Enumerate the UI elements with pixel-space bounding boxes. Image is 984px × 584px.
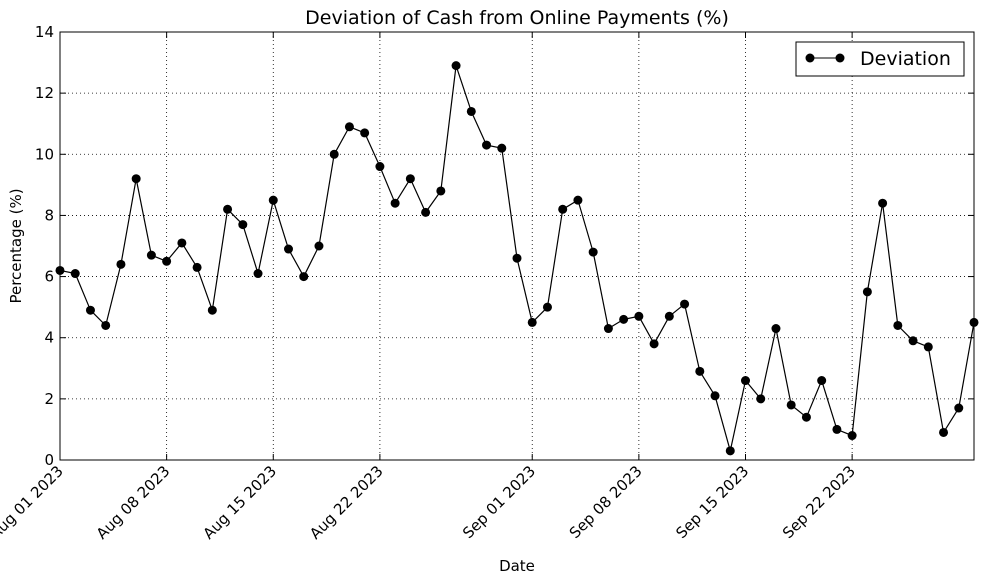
data-point: [939, 427, 949, 437]
y-axis-ticks: 0 2 4 6 8 10 12 14: [35, 23, 974, 469]
data-point: [162, 256, 172, 266]
data-point: [908, 336, 918, 346]
x-tick-label: Aug 08 2023: [93, 462, 174, 543]
x-tick-label: Sep 15 2023: [672, 462, 752, 542]
data-point: [801, 412, 811, 422]
data-point: [177, 238, 187, 248]
data-point: [101, 320, 111, 330]
x-tick-label: Sep 22 2023: [779, 462, 859, 542]
data-point: [619, 314, 629, 324]
x-tick-label: Aug 01 2023: [0, 462, 67, 543]
data-point: [862, 287, 872, 297]
plot-frame: [59, 31, 975, 461]
grid-lines: [60, 32, 974, 460]
data-point: [146, 250, 156, 260]
legend-marker-left: [805, 53, 815, 63]
data-point: [664, 311, 674, 321]
y-tick-label: 12: [35, 84, 54, 102]
data-point: [923, 342, 933, 352]
data-point: [695, 366, 705, 376]
data-point: [558, 204, 568, 214]
data-point: [360, 128, 370, 138]
x-tick-label: Sep 01 2023: [459, 462, 539, 542]
data-point: [710, 391, 720, 401]
legend-label-deviation: Deviation: [860, 48, 951, 70]
data-point: [573, 195, 583, 205]
y-tick-label: 0: [44, 451, 54, 469]
y-tick-label: 4: [44, 329, 54, 347]
legend-marker-right: [835, 53, 845, 63]
legend-box: [795, 41, 965, 77]
data-point: [741, 376, 750, 386]
series-deviation: [55, 61, 979, 456]
data-point: [451, 61, 461, 71]
data-point: [649, 339, 659, 349]
data-point: [954, 403, 964, 413]
data-point: [116, 259, 126, 269]
data-point: [512, 253, 522, 263]
data-point: [603, 324, 613, 334]
data-point: [390, 198, 400, 208]
x-axis-label: Date: [499, 557, 535, 575]
data-point: [207, 305, 217, 315]
x-tick-label: Aug 15 2023: [199, 462, 280, 543]
data-point: [238, 220, 248, 230]
data-point: [253, 269, 263, 279]
data-point: [375, 162, 385, 172]
data-point: [299, 272, 309, 282]
y-tick-label: 8: [44, 206, 54, 224]
plot-background: [60, 32, 974, 460]
data-point: [832, 424, 842, 434]
chart-title: Deviation of Cash from Online Payments (…: [305, 7, 729, 29]
x-tick-label: Sep 08 2023: [566, 462, 646, 542]
data-point: [527, 317, 537, 327]
y-tick-label: 6: [44, 268, 54, 286]
data-point: [70, 269, 80, 279]
y-tick-label: 14: [35, 23, 54, 41]
data-point: [268, 195, 278, 205]
data-point: [542, 302, 552, 312]
data-point: [284, 244, 293, 254]
data-point: [405, 174, 415, 184]
data-point: [725, 446, 735, 456]
data-point: [634, 311, 644, 321]
data-point: [223, 204, 233, 214]
data-point: [497, 143, 507, 153]
data-point: [436, 186, 446, 196]
data-point: [680, 299, 690, 309]
x-tick-label: Aug 22 2023: [306, 462, 387, 543]
data-point: [756, 394, 766, 404]
data-point: [192, 262, 202, 272]
data-point: [893, 320, 903, 330]
data-point: [847, 431, 857, 441]
data-point: [878, 198, 888, 208]
data-point: [85, 305, 95, 315]
data-point: [421, 207, 431, 217]
data-point: [786, 400, 796, 410]
data-point: [131, 174, 141, 184]
legend: Deviation: [795, 41, 965, 77]
data-point: [466, 106, 476, 116]
y-axis-label: Percentage (%): [7, 188, 25, 303]
data-point: [588, 247, 598, 257]
data-point: [817, 376, 827, 386]
y-tick-label: 2: [44, 390, 54, 408]
data-point: [314, 241, 324, 251]
y-tick-label: 10: [35, 145, 54, 163]
data-point: [482, 140, 492, 150]
data-point: [329, 149, 339, 159]
data-point: [344, 122, 354, 132]
data-point: [771, 324, 781, 334]
